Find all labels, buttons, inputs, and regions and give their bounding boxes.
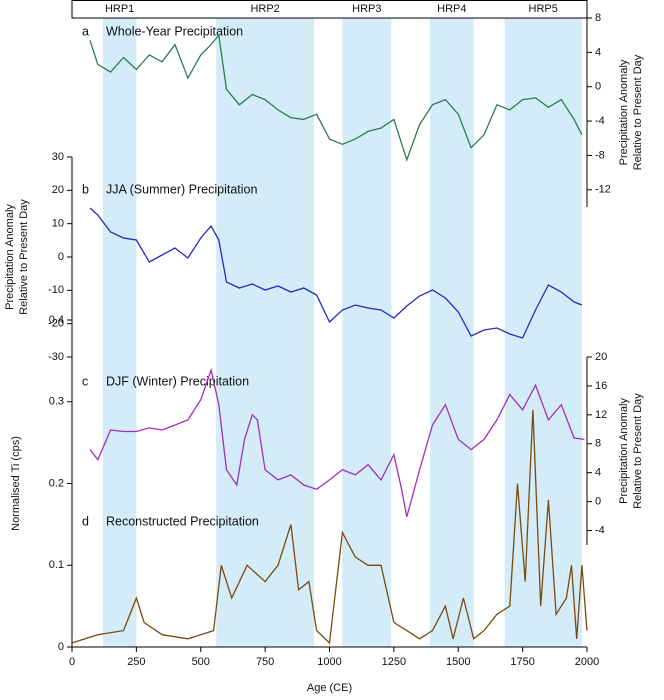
line-series <box>89 367 585 517</box>
line-series <box>71 409 588 645</box>
header-box <box>71 0 588 19</box>
y-tick-label: 0.4 <box>49 314 64 326</box>
panel-letter: b <box>82 182 89 196</box>
panel-letter: a <box>82 24 89 38</box>
y-tick-label: -30 <box>48 351 64 363</box>
y-tick-label: -4 <box>595 115 605 127</box>
y-tick-label: 16 <box>595 380 607 392</box>
y-axis-label: Relative to Present Day <box>18 199 30 315</box>
panel-title: Whole-Year Precipitation <box>106 24 243 38</box>
period-band <box>102 18 137 647</box>
y-tick-label: 4 <box>595 46 601 58</box>
line-series <box>89 207 583 339</box>
y-tick-label: 0.3 <box>49 396 64 408</box>
panel-title: JJA (Summer) Precipitation <box>106 182 257 196</box>
x-tick-label: 1750 <box>510 656 534 668</box>
period-label: HRP1 <box>105 3 134 15</box>
x-tick-label: 2000 <box>575 656 599 668</box>
y-axis-label: Precipitation Anomaly <box>618 398 630 504</box>
y-axis-label: Precipitation Anomaly <box>4 204 16 310</box>
y-tick-label: 0.2 <box>49 477 64 489</box>
period-band <box>429 18 474 647</box>
y-tick-label: -4 <box>595 524 605 536</box>
y-axis-label: Relative to Present Day <box>632 54 644 170</box>
panel-title: DJF (Winter) Precipitation <box>106 374 249 388</box>
y-tick-label: 30 <box>52 151 64 163</box>
y-tick-label: 12 <box>595 409 607 421</box>
y-tick-label: -10 <box>48 284 64 296</box>
x-axis-label: Age (CE) <box>307 682 352 694</box>
y-axis-label: Relative to Present Day <box>632 393 644 509</box>
period-band <box>216 18 315 647</box>
x-tick-label: 1000 <box>317 656 341 668</box>
y-tick-label: -12 <box>595 184 611 196</box>
y-tick-label: -20 <box>48 318 64 330</box>
y-tick-label: 20 <box>595 351 607 363</box>
y-tick-label: 8 <box>595 438 601 450</box>
y-tick-label: 0.1 <box>49 559 64 571</box>
period-label: HRP3 <box>352 3 381 15</box>
x-tick-label: 1250 <box>382 656 406 668</box>
y-axis-label: Precipitation Anomaly <box>618 59 630 165</box>
period-label: HRP2 <box>250 3 279 15</box>
x-tick-label: 0 <box>69 656 75 668</box>
x-tick-label: 500 <box>192 656 210 668</box>
y-tick-label: 0 <box>595 81 601 93</box>
period-band <box>342 18 392 647</box>
x-tick-label: 250 <box>127 656 145 668</box>
y-tick-label: 20 <box>52 184 64 196</box>
y-axis-label: Normalised Ti (cps) <box>10 436 22 531</box>
line-series <box>89 33 583 162</box>
x-tick-label: 750 <box>256 656 274 668</box>
period-label: HRP5 <box>529 3 558 15</box>
panel-title: Reconstructed Precipitation <box>106 514 259 528</box>
y-tick-label: 0 <box>595 496 601 508</box>
panel-letter: d <box>82 514 89 528</box>
y-tick-label: 8 <box>595 12 601 24</box>
y-tick-label: 4 <box>595 467 601 479</box>
x-tick-label: 1500 <box>446 656 470 668</box>
y-tick-label: 0 <box>58 641 64 653</box>
period-band <box>504 18 582 647</box>
period-label: HRP4 <box>437 3 466 15</box>
y-tick-label: 10 <box>52 218 64 230</box>
panel-letter: c <box>82 374 88 388</box>
y-tick-label: -8 <box>595 149 605 161</box>
y-tick-label: 0 <box>58 251 64 263</box>
